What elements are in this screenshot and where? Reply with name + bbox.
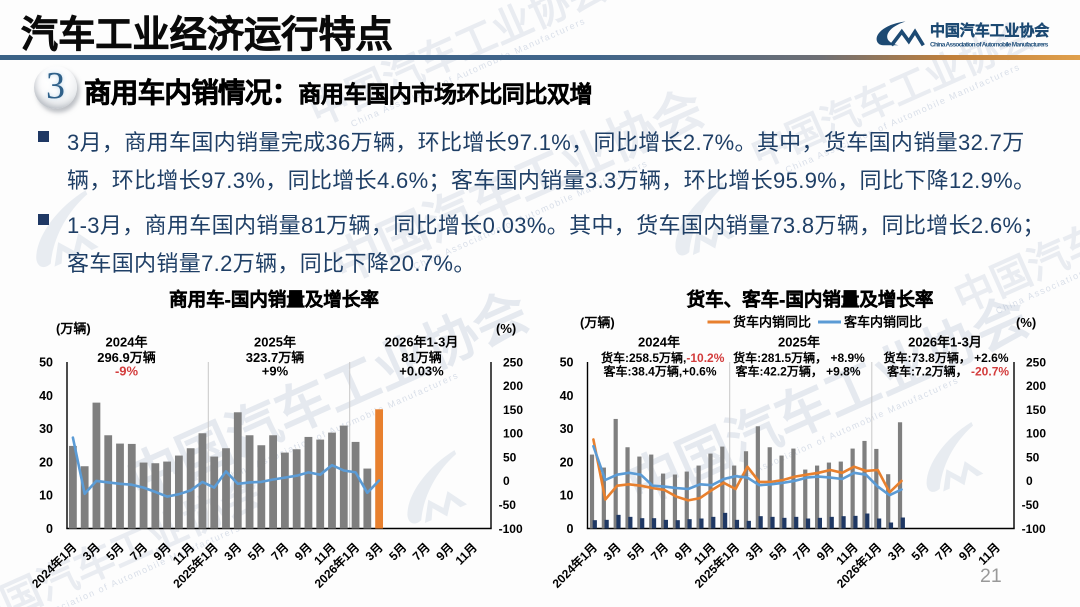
svg-text:11月: 11月 xyxy=(453,540,480,567)
svg-text:-100: -100 xyxy=(1022,522,1046,536)
svg-text:0: 0 xyxy=(46,522,53,536)
svg-text:2025年: 2025年 xyxy=(778,335,820,350)
svg-text:2024年1月: 2024年1月 xyxy=(549,540,600,591)
svg-text:3月: 3月 xyxy=(601,540,624,563)
svg-text:10: 10 xyxy=(560,489,574,503)
svg-text:客车:38.4万辆,+0.6%: 客车:38.4万辆,+0.6% xyxy=(602,363,716,378)
svg-text:商用车-国内销量及增长率: 商用车-国内销量及增长率 xyxy=(169,289,379,310)
svg-text:20: 20 xyxy=(39,455,53,469)
svg-text:30: 30 xyxy=(39,422,53,436)
svg-text:9月: 9月 xyxy=(292,540,315,563)
svg-text:2025年: 2025年 xyxy=(254,335,296,350)
svg-text:3月: 3月 xyxy=(743,540,766,563)
svg-text:2024年1月: 2024年1月 xyxy=(28,540,79,591)
svg-text:10: 10 xyxy=(39,489,53,503)
svg-text:货车内销同比: 货车内销同比 xyxy=(733,315,811,330)
svg-text:50: 50 xyxy=(503,450,517,464)
svg-text:2024年: 2024年 xyxy=(106,335,148,350)
svg-text:5月: 5月 xyxy=(624,540,647,563)
svg-text:(%): (%) xyxy=(496,321,516,336)
svg-text:+0.03%: +0.03% xyxy=(399,363,444,378)
svg-text:-50: -50 xyxy=(499,498,517,512)
svg-text:China Association of Automobil: China Association of Automobile Manufact… xyxy=(930,42,1049,49)
svg-text:250: 250 xyxy=(503,355,523,369)
svg-text:3月: 3月 xyxy=(363,540,386,563)
svg-text:客车:7.2万辆， -20.7%: 客车:7.2万辆， -20.7% xyxy=(886,363,1009,378)
svg-text:50: 50 xyxy=(39,356,53,370)
svg-text:客车:42.2万辆， +9.8%: 客车:42.2万辆， +9.8% xyxy=(734,363,860,378)
svg-text:100: 100 xyxy=(503,427,523,441)
svg-text:0: 0 xyxy=(503,474,510,488)
svg-text:3月: 3月 xyxy=(885,540,908,563)
svg-text:货车:281.5万辆， +8.9%: 货车:281.5万辆， +8.9% xyxy=(733,350,865,365)
svg-text:250: 250 xyxy=(1026,355,1046,369)
svg-text:40: 40 xyxy=(39,389,53,403)
svg-text:3月: 3月 xyxy=(80,540,103,563)
svg-text:(万辆): (万辆) xyxy=(56,321,91,336)
svg-text:323.7万辆: 323.7万辆 xyxy=(246,350,305,365)
svg-text:5月: 5月 xyxy=(386,540,409,563)
svg-text:81万辆: 81万辆 xyxy=(401,350,441,365)
svg-text:5月: 5月 xyxy=(767,540,790,563)
svg-text:11月: 11月 xyxy=(975,540,1002,567)
svg-text:5月: 5月 xyxy=(909,540,932,563)
svg-text:150: 150 xyxy=(503,403,523,417)
svg-text:2026年1-3月: 2026年1-3月 xyxy=(385,335,459,350)
svg-text:50: 50 xyxy=(1026,450,1040,464)
svg-text:0: 0 xyxy=(1026,474,1033,488)
svg-text:9月: 9月 xyxy=(814,540,837,563)
svg-text:+9%: +9% xyxy=(262,363,289,378)
svg-text:9月: 9月 xyxy=(151,540,174,563)
svg-text:货车:73.8万辆， +2.6%: 货车:73.8万辆， +2.6% xyxy=(883,350,1008,365)
svg-text:7月: 7月 xyxy=(410,540,433,563)
svg-text:-100: -100 xyxy=(499,522,523,536)
svg-text:0: 0 xyxy=(567,522,574,536)
svg-text:(%): (%) xyxy=(1016,315,1036,330)
svg-text:40: 40 xyxy=(560,389,574,403)
svg-text:20: 20 xyxy=(560,455,574,469)
svg-text:7月: 7月 xyxy=(932,540,955,563)
svg-text:货车:258.5万辆,-10.2%: 货车:258.5万辆,-10.2% xyxy=(601,350,725,365)
svg-text:客车内销同比: 客车内销同比 xyxy=(844,315,922,330)
svg-text:296.9万辆: 296.9万辆 xyxy=(97,350,156,365)
svg-text:30: 30 xyxy=(560,422,574,436)
svg-text:货车、客车-国内销量及增长率: 货车、客车-国内销量及增长率 xyxy=(687,289,934,310)
svg-text:7月: 7月 xyxy=(268,540,291,563)
svg-text:(万辆): (万辆) xyxy=(580,315,615,330)
svg-text:100: 100 xyxy=(1026,427,1046,441)
svg-text:200: 200 xyxy=(1026,379,1046,393)
svg-text:5月: 5月 xyxy=(245,540,268,563)
svg-text:5月: 5月 xyxy=(104,540,127,563)
svg-text:9月: 9月 xyxy=(433,540,456,563)
svg-text:2024年: 2024年 xyxy=(638,335,680,350)
svg-text:2026年1-3月: 2026年1-3月 xyxy=(908,335,982,350)
svg-text:7月: 7月 xyxy=(648,540,671,563)
svg-text:50: 50 xyxy=(560,356,574,370)
svg-text:-50: -50 xyxy=(1022,498,1040,512)
svg-text:7月: 7月 xyxy=(790,540,813,563)
svg-text:150: 150 xyxy=(1026,403,1046,417)
svg-text:9月: 9月 xyxy=(672,540,695,563)
svg-text:-9%: -9% xyxy=(115,363,139,378)
svg-text:3月: 3月 xyxy=(221,540,244,563)
svg-text:7月: 7月 xyxy=(127,540,150,563)
svg-text:200: 200 xyxy=(503,379,523,393)
svg-text:中国汽车工业协会: 中国汽车工业协会 xyxy=(930,22,1049,40)
svg-text:9月: 9月 xyxy=(956,540,979,563)
